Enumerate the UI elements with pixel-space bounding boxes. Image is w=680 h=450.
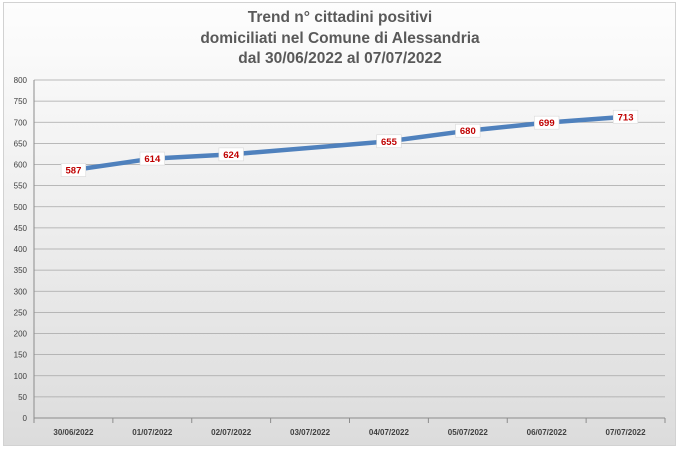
- y-tick-label: 800: [14, 76, 28, 85]
- x-tick-label: 06/07/2022: [527, 428, 568, 437]
- y-tick-label: 250: [14, 308, 28, 317]
- data-label: 587: [66, 165, 82, 176]
- x-tick-label: 07/07/2022: [606, 428, 647, 437]
- y-tick-label: 700: [14, 118, 28, 127]
- data-label-box: [60, 163, 87, 177]
- data-label: 655: [381, 137, 398, 148]
- y-tick-label: 50: [18, 393, 27, 402]
- x-axis: 30/06/2022 01/07/2022 02/07/2022 03/07/2022…: [33, 417, 666, 437]
- y-tick-label: 500: [14, 203, 28, 212]
- gridlines: [34, 79, 665, 398]
- x-tick-label: 05/07/2022: [448, 428, 489, 437]
- data-label-box: [218, 147, 244, 162]
- y-tick-label: 150: [14, 351, 28, 360]
- y-tick-label: 300: [14, 287, 28, 296]
- y-tick-label: 600: [14, 161, 28, 170]
- y-tick-label: 100: [14, 372, 28, 381]
- y-tick-label: 550: [14, 182, 28, 191]
- data-label-box: [455, 123, 481, 138]
- data-label-box: [376, 134, 402, 149]
- data-label-box: [534, 115, 560, 130]
- x-tick-label: 02/07/2022: [211, 428, 252, 437]
- x-tick-label: 30/06/2022: [53, 428, 94, 437]
- x-tick-label: 01/07/2022: [132, 428, 173, 437]
- data-labels: 587 614 624 655 680 699 713: [60, 109, 639, 177]
- y-tick-label: 0: [23, 414, 28, 423]
- x-tick-label: 03/07/2022: [290, 428, 331, 437]
- y-tick-label: 350: [14, 266, 28, 275]
- data-label: 680: [460, 126, 476, 137]
- chart-title-line-2: domiciliati nel Comune di Alessandria: [200, 29, 480, 47]
- data-label: 699: [539, 118, 555, 129]
- y-tick-label: 750: [14, 97, 28, 106]
- y-tick-label: 450: [14, 224, 28, 233]
- chart-title-line-1: Trend n° cittadini positivi: [247, 9, 433, 26]
- data-label: 614: [144, 154, 161, 165]
- data-label-box: [139, 151, 165, 166]
- data-label: 624: [223, 150, 240, 161]
- y-tick-label: 200: [14, 330, 28, 339]
- chart-background: [3, 2, 676, 446]
- data-label-box: [612, 109, 639, 124]
- data-label: 713: [618, 112, 634, 123]
- x-tick-label: 04/07/2022: [369, 428, 410, 437]
- y-axis: 0 50 100 150 200 250 300 350 400 450 500 550 600 650 7…: [14, 76, 35, 423]
- chart-title: Trend n° cittadini positivi domiciliati …: [0, 8, 680, 70]
- chart-title-line-3: dal 30/06/2022 al 07/07/2022: [238, 50, 442, 67]
- y-tick-label: 400: [14, 245, 28, 254]
- y-tick-label: 650: [14, 139, 28, 148]
